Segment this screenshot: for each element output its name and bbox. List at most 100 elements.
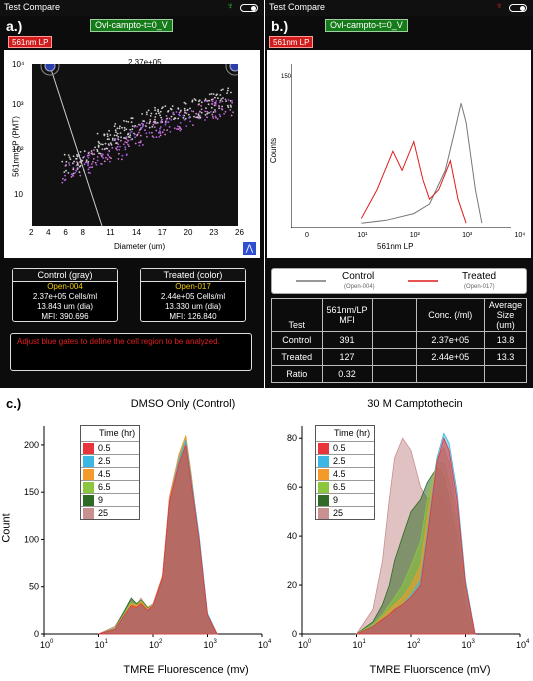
legend-label: 2.5 bbox=[333, 456, 346, 466]
scatter-point bbox=[161, 107, 163, 110]
scatter-point bbox=[155, 112, 158, 115]
scatter-point bbox=[199, 115, 202, 117]
panel-a-gate-value: 2.37e+05 bbox=[128, 58, 162, 67]
scatter-point bbox=[134, 142, 137, 145]
legend-swatch bbox=[83, 481, 94, 493]
panel-b-channel-tag[interactable]: 561nm LP bbox=[269, 36, 314, 48]
scatter-point bbox=[170, 119, 173, 121]
scatter-point bbox=[212, 111, 215, 113]
scatter-point bbox=[61, 181, 64, 184]
scatter-point bbox=[74, 171, 77, 174]
panel-b: Test Compare ♆ b.) Ovl-campto-t=0_V 561n… bbox=[265, 0, 533, 388]
panel-a-toggle[interactable] bbox=[240, 4, 258, 12]
scatter-point bbox=[204, 114, 207, 116]
scatter-point bbox=[142, 144, 144, 146]
scatter-point bbox=[118, 152, 120, 155]
scatter-point bbox=[222, 97, 224, 99]
scatter-point bbox=[212, 117, 215, 119]
scatter-point bbox=[114, 139, 117, 142]
scatter-point bbox=[129, 132, 132, 134]
scatter-point bbox=[68, 156, 71, 159]
scatter-point bbox=[94, 161, 97, 164]
scatter-point bbox=[164, 124, 167, 126]
scatter-point bbox=[72, 167, 75, 169]
scatter-point bbox=[73, 160, 75, 163]
scatter-point bbox=[131, 128, 134, 131]
scatter-point bbox=[118, 148, 121, 151]
gate-handle-right[interactable] bbox=[229, 64, 238, 72]
scatter-point bbox=[167, 110, 169, 113]
scatter-point bbox=[222, 88, 224, 91]
scatter-point bbox=[182, 116, 185, 119]
scatter-point bbox=[216, 93, 219, 96]
legend-item: 2.5 bbox=[81, 454, 139, 467]
legend-label: 9 bbox=[98, 495, 104, 505]
scatter-point bbox=[183, 107, 186, 110]
scatter-point bbox=[214, 96, 216, 99]
scatter-point bbox=[179, 127, 181, 130]
x-tick-exponent: 0 bbox=[308, 639, 312, 645]
panel-a-xlabel: Diameter (um) bbox=[114, 242, 166, 251]
scatter-point bbox=[63, 153, 66, 156]
scatter-point bbox=[75, 157, 77, 160]
scatter-point bbox=[108, 129, 110, 132]
scatter-point bbox=[85, 159, 88, 162]
panel-a: Test Compare ♆ a.) Ovl-campto-t=0_V 561n… bbox=[0, 0, 264, 388]
legend-item: 9 bbox=[81, 493, 139, 506]
scatter-point bbox=[125, 136, 128, 139]
scatter-point bbox=[179, 129, 182, 132]
control-histogram-line bbox=[361, 103, 483, 224]
scatter-point bbox=[114, 129, 117, 132]
scatter-point bbox=[119, 125, 121, 128]
panel-a-channel-bar[interactable]: Ovl-campto-t=0_V bbox=[90, 19, 173, 32]
control-legend-label: Control bbox=[342, 271, 375, 282]
results-cell: 127 bbox=[321, 348, 373, 366]
scatter-point bbox=[103, 148, 106, 151]
panel-b-plot-area: Counts 150 0 10¹ 10² 10³ 10⁴ 561nm LP bbox=[267, 50, 531, 258]
scatter-point bbox=[159, 127, 161, 130]
scatter-point bbox=[139, 124, 141, 126]
scatter-point bbox=[152, 124, 155, 126]
usb-icon: ♆ bbox=[226, 1, 235, 12]
panel-b-channel-bar[interactable]: Ovl-campto-t=0_V bbox=[325, 19, 408, 32]
scatter-point bbox=[142, 125, 144, 127]
scatter-point bbox=[64, 165, 67, 167]
gate-handle-left[interactable] bbox=[44, 64, 56, 72]
scatter-point bbox=[226, 92, 229, 94]
scatter-point bbox=[148, 126, 151, 129]
scatter-point bbox=[93, 149, 95, 151]
scatter-point bbox=[130, 130, 133, 133]
scatter-point bbox=[229, 100, 232, 102]
panel-b-legend: Control (Open-004) Treated (Open-017) bbox=[271, 268, 527, 294]
panel-b-toggle[interactable] bbox=[509, 4, 527, 12]
scatter-point bbox=[83, 155, 86, 158]
scatter-point bbox=[206, 112, 209, 115]
x-tick-label: 10 bbox=[298, 640, 308, 650]
treated-box-title: Treated (color) bbox=[141, 269, 245, 282]
scatter-point bbox=[211, 115, 214, 118]
scatter-point bbox=[155, 122, 158, 125]
scatter-point bbox=[75, 164, 78, 167]
legend-item: 25 bbox=[316, 506, 374, 519]
scatter-point bbox=[211, 100, 214, 103]
gate-line[interactable] bbox=[49, 65, 103, 226]
panel-c-label: c.) bbox=[6, 396, 22, 411]
scatter-point bbox=[116, 127, 119, 130]
panel-a-ytick: 10 bbox=[14, 190, 23, 199]
scatter-point bbox=[76, 161, 78, 163]
results-cell: 0.32 bbox=[321, 365, 373, 383]
scatter-point bbox=[129, 128, 132, 131]
scatter-point bbox=[158, 136, 161, 138]
panel-a-channel-tag[interactable]: 561nm LP bbox=[8, 36, 53, 48]
scatter-point bbox=[94, 146, 96, 149]
scatter-point bbox=[108, 138, 110, 140]
scatter-point bbox=[183, 101, 186, 104]
scatter-point bbox=[125, 141, 128, 144]
left-time-legend: Time (hr) 0.5 2.5 4.5 6.5 9 25 bbox=[80, 425, 140, 520]
scatter-point bbox=[148, 131, 151, 134]
scatter-point bbox=[67, 172, 70, 174]
legend-swatch bbox=[318, 455, 329, 467]
panel-a-expand-button[interactable]: ⋀ bbox=[243, 242, 256, 255]
y-tick-label: 200 bbox=[24, 440, 39, 450]
scatter-point bbox=[226, 89, 229, 92]
